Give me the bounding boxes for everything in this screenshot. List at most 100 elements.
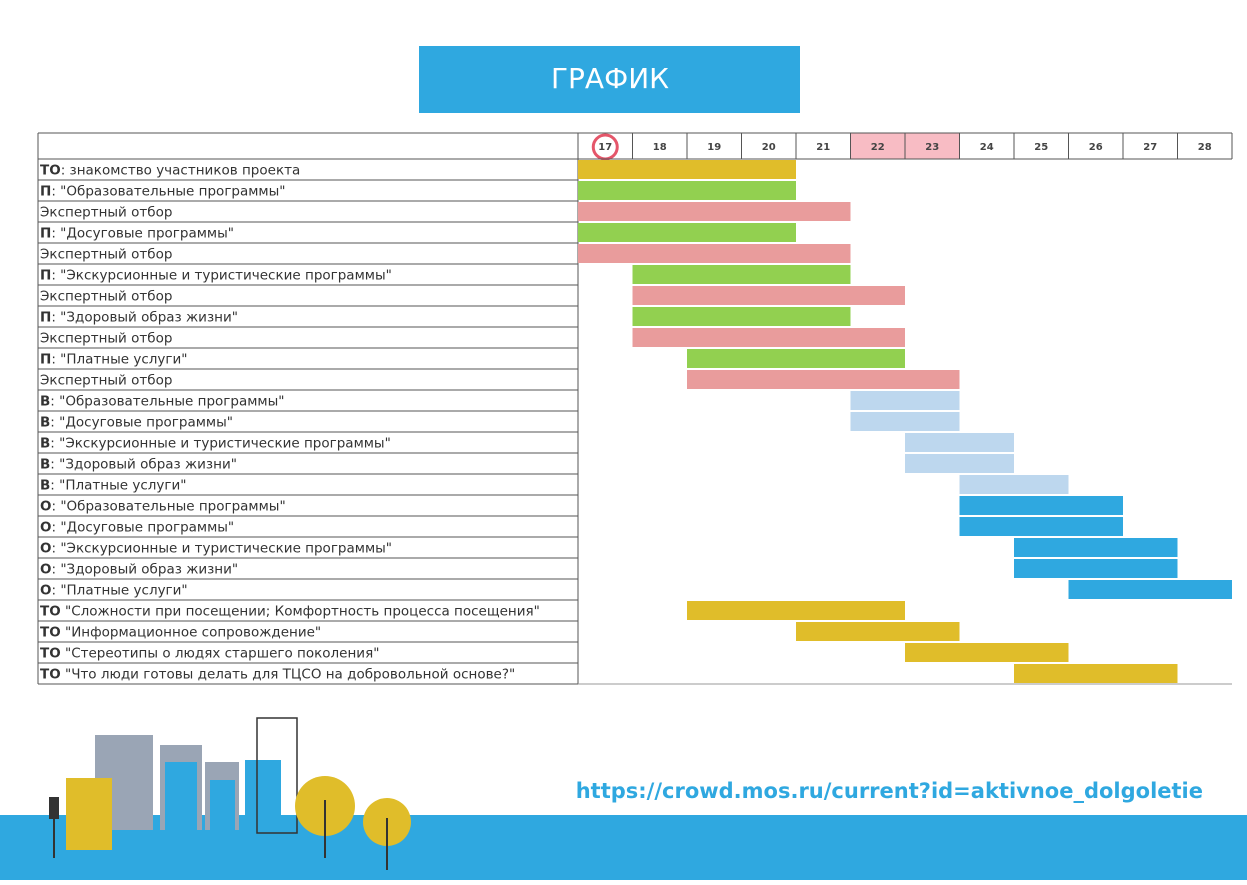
day-label: 28 <box>1198 142 1212 153</box>
task-text: : "Здоровый образ жизни" <box>51 562 238 578</box>
task-text: : "Экскурсионные и туристические програм… <box>51 268 392 284</box>
task-prefix: ТО <box>40 667 61 683</box>
task-prefix: О <box>40 520 51 536</box>
day-label: 17 <box>598 142 612 153</box>
task-bar <box>578 202 851 221</box>
url[interactable]: https://crowd.mos.ru/current?id=aktivnoe… <box>576 779 1203 803</box>
day-label: 24 <box>980 142 994 153</box>
task-label: ТО "Стереотипы о людях старшего поколени… <box>40 646 379 662</box>
task-text: : "Досуговые программы" <box>50 415 233 431</box>
task-bar <box>1014 664 1178 683</box>
day-label: 21 <box>816 142 830 153</box>
day-label: 19 <box>707 142 721 153</box>
task-prefix: ТО <box>40 625 61 641</box>
task-bar <box>578 181 796 200</box>
task-label: П: "Здоровый образ жизни" <box>40 310 238 326</box>
task-text: Экспертный отбор <box>40 331 172 347</box>
task-bar <box>578 160 796 179</box>
task-label: В: "Экскурсионные и туристические програ… <box>40 436 391 452</box>
task-bar <box>687 601 905 620</box>
day-label: 23 <box>925 142 939 153</box>
task-label: Экспертный отбор <box>40 289 172 305</box>
task-text: : "Здоровый образ жизни" <box>51 310 238 326</box>
task-label: О: "Досуговые программы" <box>40 520 234 536</box>
task-bar <box>905 433 1014 452</box>
task-text: : "Досуговые программы" <box>51 226 234 242</box>
task-bar <box>632 307 851 326</box>
task-label: П: "Платные услуги" <box>40 352 187 368</box>
task-prefix: В <box>40 457 50 473</box>
task-bar <box>796 622 960 641</box>
task-label: О: "Платные услуги" <box>40 583 188 599</box>
task-label: ТО "Информационное сопровождение" <box>40 625 321 641</box>
chart-title: ГРАФИК <box>551 62 669 95</box>
task-prefix: П <box>40 268 51 284</box>
task-label: П: "Образовательные программы" <box>40 184 286 200</box>
task-label: Экспертный отбор <box>40 247 172 263</box>
task-text: "Сложности при посещении; Комфортность п… <box>61 604 540 620</box>
task-prefix: ТО <box>40 646 61 662</box>
task-text: : "Образовательные программы" <box>51 499 285 515</box>
task-text: : "Образовательные программы" <box>51 184 285 200</box>
task-label: П: "Экскурсионные и туристические програ… <box>40 268 392 284</box>
task-label: ТО: знакомство участников проекта <box>40 163 300 179</box>
city-illustration <box>49 717 411 870</box>
day-label: 20 <box>762 142 776 153</box>
task-bar <box>850 412 960 431</box>
task-text: : "Экскурсионные и туристические програм… <box>51 541 392 557</box>
task-text: : "Платные услуги" <box>51 583 187 599</box>
task-text: : "Платные услуги" <box>50 478 186 494</box>
task-prefix: В <box>40 394 50 410</box>
task-bar <box>959 496 1123 515</box>
task-prefix: О <box>40 583 51 599</box>
task-prefix: П <box>40 310 51 326</box>
task-prefix: О <box>40 541 51 557</box>
task-label: Экспертный отбор <box>40 331 172 347</box>
day-label: 25 <box>1034 142 1048 153</box>
task-text: Экспертный отбор <box>40 205 172 221</box>
task-bar <box>959 517 1123 536</box>
task-bar <box>632 265 851 284</box>
task-label: О: "Экскурсионные и туристические програ… <box>40 541 392 557</box>
task-prefix: П <box>40 184 51 200</box>
task-label: Экспертный отбор <box>40 373 172 389</box>
task-prefix: В <box>40 478 50 494</box>
title-box <box>419 46 800 113</box>
day-label: 27 <box>1143 142 1157 153</box>
day-label: 18 <box>653 142 667 153</box>
task-label: В: "Здоровый образ жизни" <box>40 457 237 473</box>
task-label: ТО "Что люди готовы делать для ТЦСО на д… <box>40 667 515 683</box>
task-text: "Что люди готовы делать для ТЦСО на добр… <box>61 667 516 683</box>
task-bar <box>578 223 796 242</box>
task-label: В: "Образовательные программы" <box>40 394 284 410</box>
task-text: : "Платные услуги" <box>51 352 187 368</box>
task-text: : "Здоровый образ жизни" <box>50 457 237 473</box>
task-text: "Информационное сопровождение" <box>61 625 321 641</box>
task-bar <box>905 643 1069 662</box>
task-prefix: В <box>40 415 50 431</box>
task-bar <box>632 286 905 305</box>
task-bar <box>578 244 851 263</box>
task-label: О: "Здоровый образ жизни" <box>40 562 238 578</box>
task-prefix: П <box>40 352 51 368</box>
task-label: В: "Досуговые программы" <box>40 415 233 431</box>
day-label: 22 <box>871 142 885 153</box>
task-label: ТО "Сложности при посещении; Комфортност… <box>40 604 540 620</box>
task-bar <box>905 454 1014 473</box>
task-prefix: П <box>40 226 51 242</box>
day-label: 26 <box>1089 142 1103 153</box>
task-label: В: "Платные услуги" <box>40 478 186 494</box>
task-bar <box>1014 538 1178 557</box>
task-text: : знакомство участников проекта <box>61 163 301 179</box>
task-text: Экспертный отбор <box>40 289 172 305</box>
task-prefix: В <box>40 436 50 452</box>
task-text: : "Досуговые программы" <box>51 520 234 536</box>
task-label: П: "Досуговые программы" <box>40 226 234 242</box>
task-text: Экспертный отбор <box>40 373 172 389</box>
task-bar <box>1068 580 1232 599</box>
task-label: О: "Образовательные программы" <box>40 499 286 515</box>
task-prefix: ТО <box>40 604 61 620</box>
task-prefix: О <box>40 562 51 578</box>
task-text: : "Образовательные программы" <box>50 394 284 410</box>
